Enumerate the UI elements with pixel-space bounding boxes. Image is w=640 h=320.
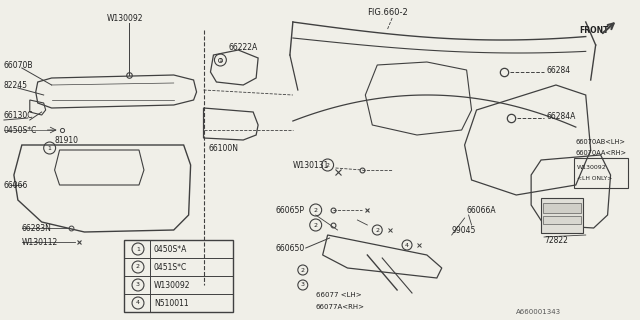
Bar: [541, 198, 583, 233]
Text: W130092: W130092: [577, 164, 607, 170]
Bar: [574, 158, 628, 188]
Text: 0451S*C: 0451S*C: [154, 262, 187, 271]
Text: 82245: 82245: [4, 81, 28, 90]
Text: A660001343: A660001343: [516, 309, 561, 315]
Text: 2: 2: [136, 265, 140, 269]
Text: 66077A<RH>: 66077A<RH>: [316, 304, 365, 310]
Text: FRONT: FRONT: [579, 26, 608, 35]
Text: W130112: W130112: [22, 237, 58, 246]
Text: 66070B: 66070B: [4, 60, 33, 69]
Text: 2: 2: [301, 268, 305, 273]
Text: 2: 2: [326, 163, 330, 167]
Text: N510011: N510011: [154, 299, 189, 308]
Text: 660650: 660650: [276, 244, 305, 252]
Text: 2: 2: [375, 228, 380, 233]
Bar: [543, 203, 580, 213]
Text: 66070AB<LH>: 66070AB<LH>: [576, 139, 626, 145]
Text: 66100N: 66100N: [209, 143, 239, 153]
Text: <LH ONLY>: <LH ONLY>: [577, 175, 612, 180]
Text: 66284: 66284: [546, 66, 570, 75]
Text: 3: 3: [136, 283, 140, 287]
Text: 0450S*C: 0450S*C: [4, 125, 37, 134]
Text: 2: 2: [314, 207, 317, 212]
Text: 1: 1: [136, 246, 140, 252]
Text: 2: 2: [314, 222, 317, 228]
Text: 66130C: 66130C: [4, 110, 33, 119]
Text: 66283N: 66283N: [22, 223, 52, 233]
Text: 66222A: 66222A: [228, 43, 257, 52]
Text: 66070AA<RH>: 66070AA<RH>: [576, 150, 627, 156]
Text: 99045: 99045: [452, 226, 476, 235]
Text: 72822: 72822: [544, 236, 568, 244]
Text: W130092: W130092: [108, 13, 144, 22]
Bar: [543, 216, 580, 224]
Bar: [124, 240, 234, 312]
Text: W130092: W130092: [154, 281, 190, 290]
Text: 3: 3: [301, 283, 305, 287]
Text: 1: 1: [48, 146, 52, 150]
Text: 4: 4: [136, 300, 140, 306]
Text: FIG.660-2: FIG.660-2: [367, 7, 408, 17]
Text: 66066A: 66066A: [467, 205, 496, 214]
Text: 66065P: 66065P: [276, 205, 305, 214]
Text: 0450S*A: 0450S*A: [154, 244, 188, 253]
Text: 81910: 81910: [54, 135, 79, 145]
Text: 66284A: 66284A: [546, 111, 575, 121]
Text: 4: 4: [405, 243, 409, 247]
Text: 66066: 66066: [4, 180, 28, 189]
Text: W130131: W130131: [293, 161, 329, 170]
Text: 1: 1: [218, 58, 222, 62]
Text: 66077 <LH>: 66077 <LH>: [316, 292, 362, 298]
